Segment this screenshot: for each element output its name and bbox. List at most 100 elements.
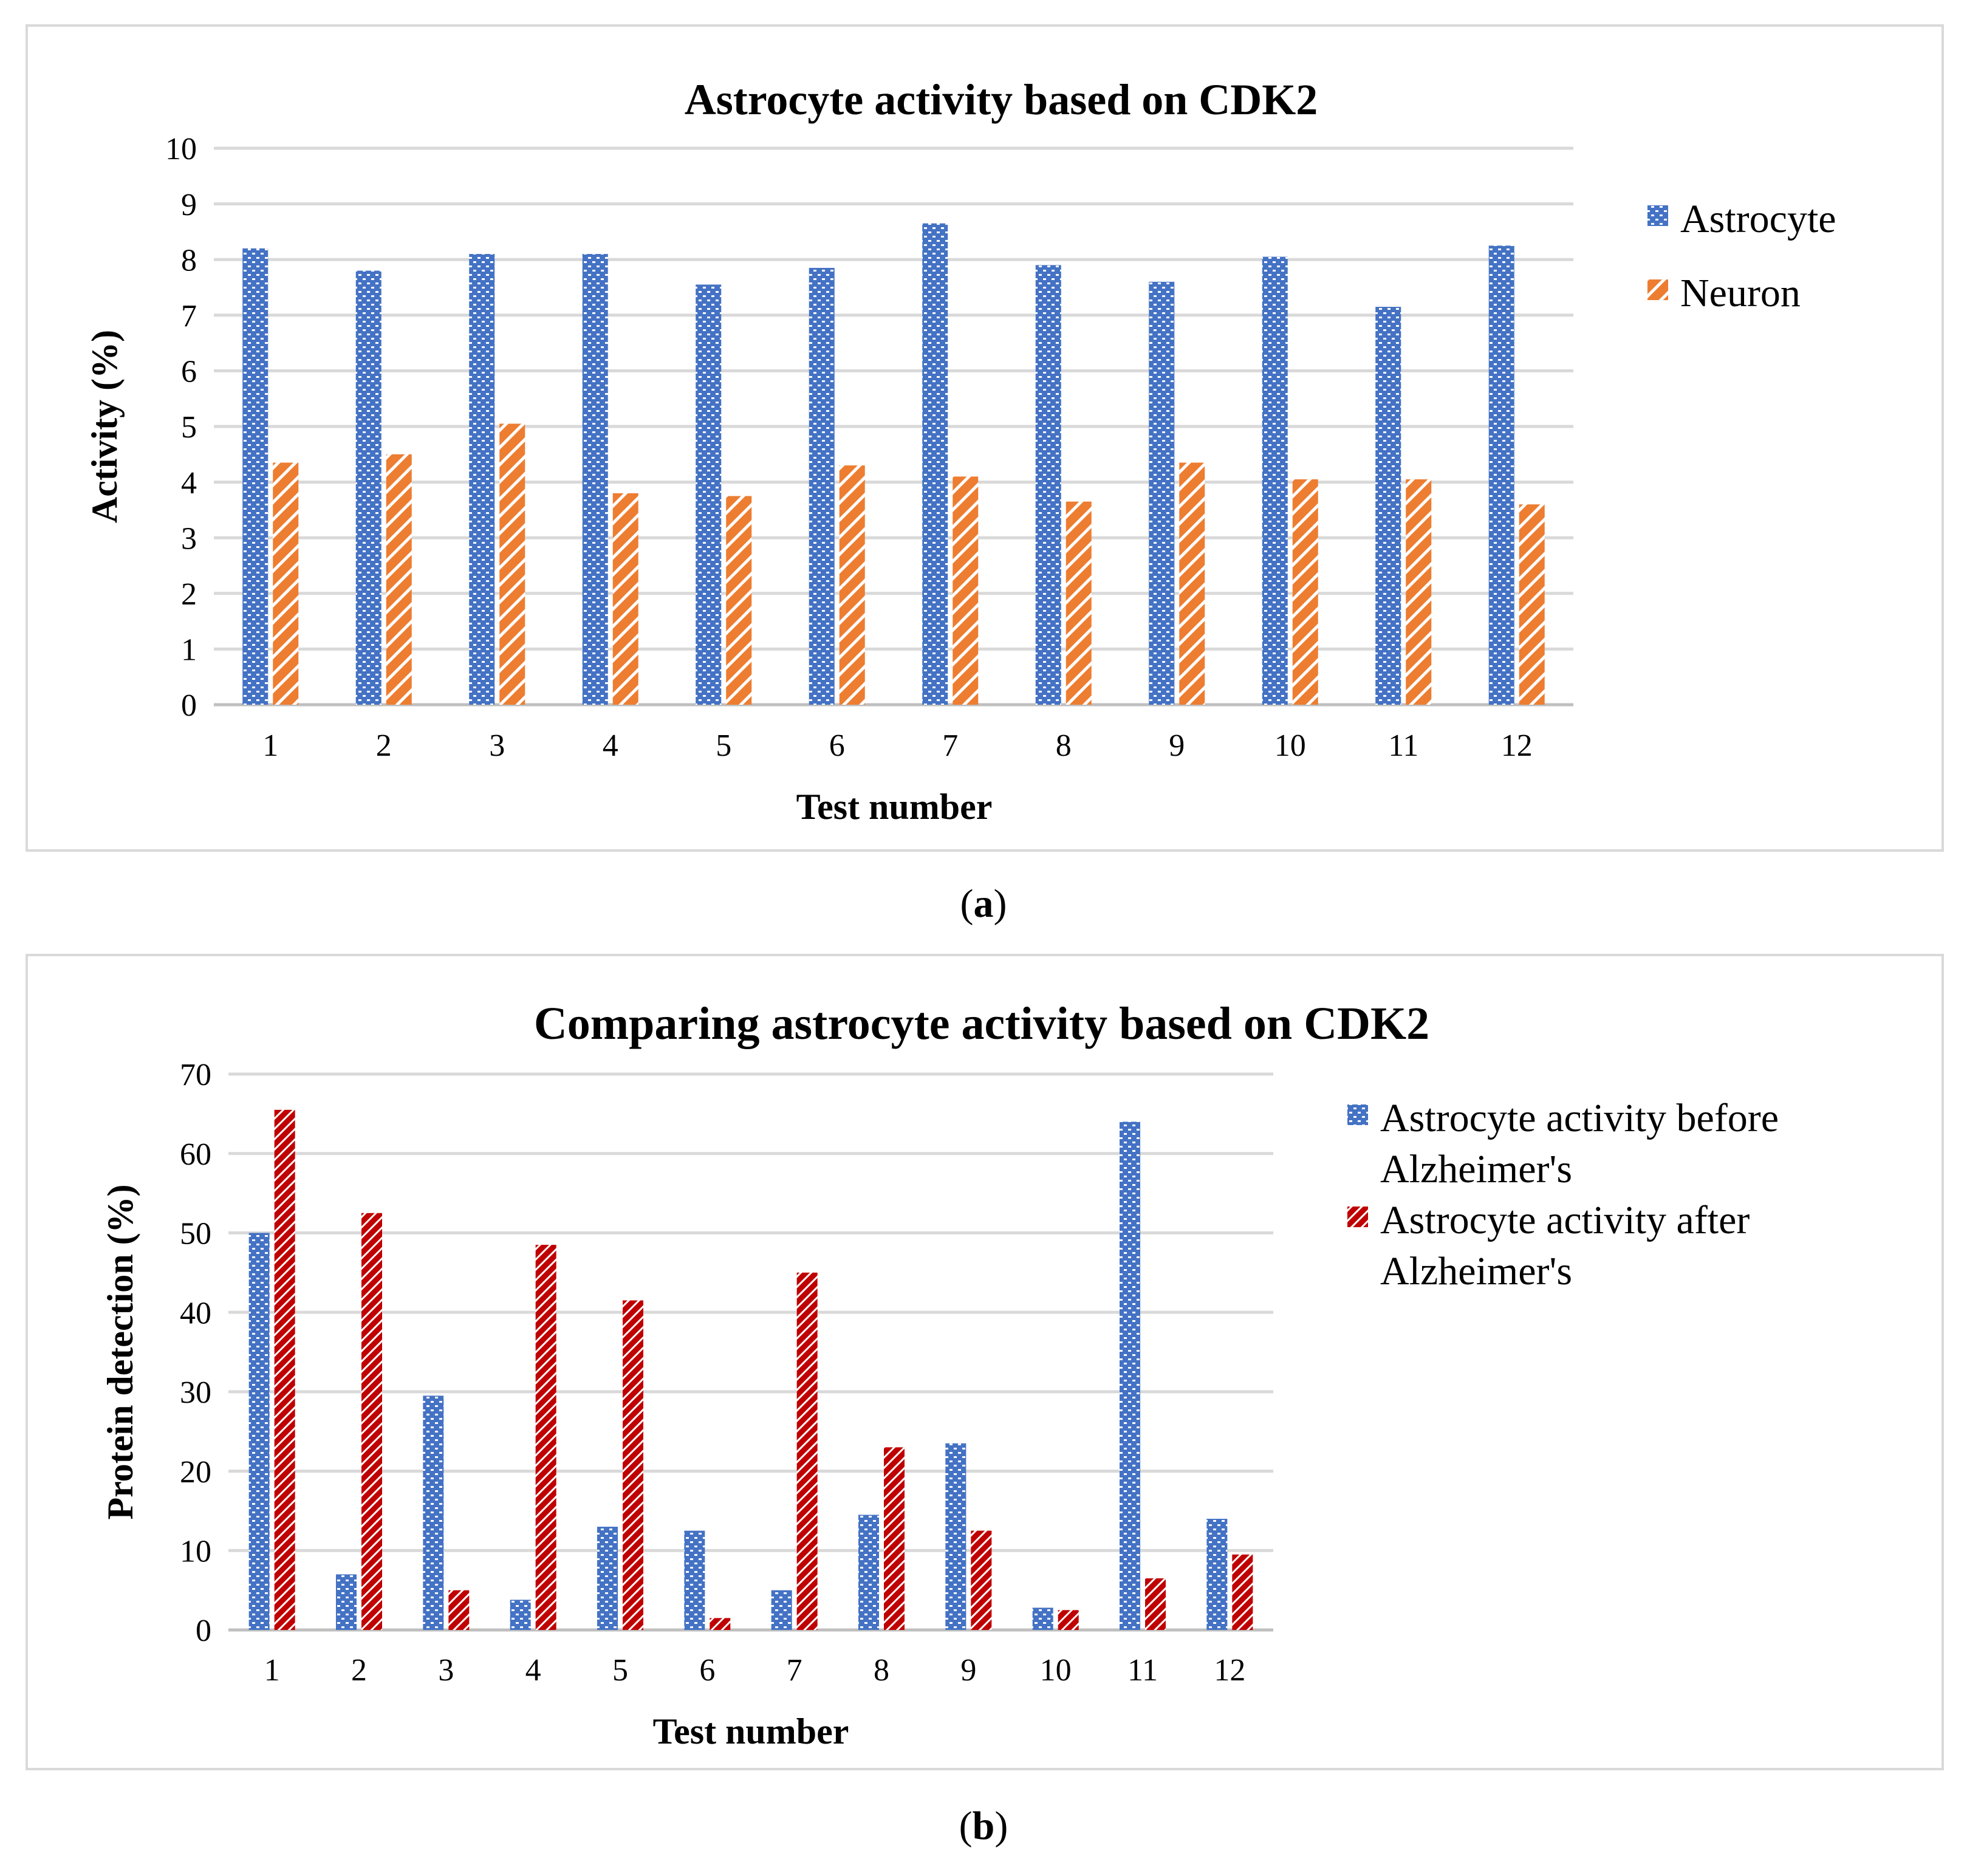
chart-b-frame: [26, 954, 1944, 1770]
chart-b-bar-1-11: [1120, 1121, 1140, 1630]
chart-a-y-tick-label: 1: [181, 633, 197, 668]
chart-a-bar-1-8: [1035, 265, 1061, 705]
chart-a-x-tick-label: 8: [1056, 728, 1072, 763]
chart-b-bar-1-10: [1032, 1607, 1053, 1630]
chart-b-x-tick-label: 4: [525, 1653, 541, 1688]
chart-a-bar-2-8: [1066, 501, 1092, 705]
chart-a-bar-2-6: [839, 465, 865, 705]
chart-a-legend-label-2: Neuron: [1680, 271, 1801, 315]
chart-a-frame: [26, 24, 1944, 852]
chart-b-y-axis-label: Protein detection (%): [100, 1184, 140, 1519]
chart-a-x-tick-label: 11: [1388, 728, 1418, 763]
chart-a-bar-1-6: [809, 267, 835, 705]
chart-a-y-tick-label: 10: [165, 132, 197, 166]
chart-a-x-tick-label: 10: [1274, 728, 1306, 763]
chart-a-bar-1-1: [242, 248, 269, 705]
caption-b: (b): [959, 1804, 1008, 1848]
chart-a-y-tick-label: 4: [181, 466, 197, 501]
chart-b-y-tick-label: 10: [180, 1534, 211, 1569]
chart-b-legend-label-2: Astrocyte activity after: [1380, 1198, 1750, 1242]
chart-b-y-tick-label: 20: [180, 1455, 211, 1490]
chart-b-bar-2-10: [1058, 1610, 1079, 1630]
chart-a-bar-1-3: [469, 254, 495, 705]
chart-a-x-tick-label: 9: [1169, 728, 1185, 763]
chart-a-bar-2-3: [499, 423, 525, 705]
chart-b: Comparing astrocyte activity based on CD…: [100, 998, 1779, 1751]
chart-a-y-tick-label: 7: [181, 299, 197, 334]
chart-b-bar-1-3: [423, 1395, 444, 1630]
chart-b-y-tick-label: 70: [180, 1058, 211, 1092]
chart-a-y-axis-label: Activity (%): [84, 330, 125, 523]
chart-a-x-tick-label: 12: [1501, 728, 1533, 763]
chart-a-x-tick-label: 6: [829, 728, 845, 763]
chart-a-bar-1-2: [355, 270, 381, 705]
chart-a-y-tick-label: 6: [181, 355, 197, 389]
chart-a-x-tick-label: 5: [716, 728, 731, 763]
chart-b-bar-1-8: [858, 1515, 879, 1630]
chart-a-bar-2-4: [612, 493, 638, 705]
chart-a-bar-1-12: [1488, 245, 1514, 705]
chart-a-bar-2-11: [1406, 479, 1432, 705]
chart-b-x-tick-label: 2: [351, 1653, 367, 1688]
chart-b-y-tick-label: 0: [196, 1614, 211, 1648]
chart-a-bar-1-4: [582, 254, 608, 705]
chart-b-legend-label-1: Astrocyte activity before: [1380, 1096, 1779, 1140]
chart-b-legend-swatch-1: [1347, 1104, 1368, 1125]
chart-a-legend-label-1: Astrocyte: [1680, 197, 1836, 241]
chart-a-x-tick-label: 7: [942, 728, 958, 763]
chart-b-bar-2-8: [884, 1447, 905, 1630]
caption-b-letter: b: [972, 1804, 995, 1848]
chart-b-bar-1-4: [510, 1600, 531, 1630]
chart-b-y-tick-label: 60: [180, 1137, 211, 1172]
chart-a: Astrocyte activity based on CDK201234567…: [84, 75, 1836, 827]
chart-b-x-tick-label: 8: [874, 1653, 889, 1688]
chart-a-x-tick-label: 3: [489, 728, 505, 763]
chart-a-y-tick-label: 8: [181, 243, 197, 278]
chart-a-legend-swatch-1: [1647, 205, 1668, 226]
chart-b-x-tick-label: 10: [1040, 1653, 1072, 1688]
chart-b-x-tick-label: 12: [1214, 1653, 1245, 1688]
chart-b-bar-2-2: [361, 1213, 382, 1630]
chart-b-x-tick-label: 11: [1127, 1653, 1158, 1688]
caption-a-letter: a: [973, 882, 994, 926]
chart-b-x-axis-label: Test number: [653, 1711, 849, 1751]
chart-b-bar-2-7: [796, 1272, 818, 1630]
chart-b-x-tick-label: 5: [612, 1653, 628, 1688]
chart-a-bar-1-7: [922, 223, 948, 705]
chart-a-x-tick-label: 4: [603, 728, 618, 763]
chart-a-y-tick-label: 0: [181, 688, 197, 723]
chart-a-bar-2-1: [273, 462, 299, 705]
chart-a-y-tick-label: 5: [181, 410, 197, 445]
chart-a-bar-2-12: [1519, 504, 1545, 705]
chart-a-bar-1-9: [1149, 281, 1175, 705]
chart-b-bar-2-11: [1145, 1578, 1166, 1630]
chart-b-bar-1-7: [771, 1590, 792, 1630]
caption-a: (a): [960, 882, 1007, 926]
chart-b-bar-1-12: [1206, 1519, 1228, 1630]
chart-a-bar-1-10: [1262, 256, 1288, 705]
chart-b-legend-label-1: Alzheimer's: [1380, 1147, 1572, 1191]
chart-b-bar-2-1: [274, 1109, 295, 1630]
chart-a-bar-1-11: [1375, 307, 1401, 705]
chart-b-x-tick-label: 3: [438, 1653, 454, 1688]
chart-b-title: Comparing astrocyte activity based on CD…: [534, 998, 1429, 1049]
chart-a-bar-2-10: [1292, 479, 1318, 705]
chart-b-legend-swatch-2: [1347, 1207, 1368, 1227]
chart-b-x-tick-label: 7: [787, 1653, 802, 1688]
chart-a-x-tick-label: 1: [262, 728, 278, 763]
chart-b-bar-1-5: [597, 1527, 618, 1630]
chart-b-bar-2-5: [623, 1300, 643, 1630]
chart-a-bar-2-5: [726, 496, 752, 705]
chart-b-bar-2-12: [1232, 1554, 1253, 1630]
chart-b-bar-2-4: [535, 1245, 556, 1630]
chart-a-y-tick-label: 9: [181, 188, 197, 222]
chart-b-bar-1-2: [336, 1574, 357, 1630]
chart-b-x-tick-label: 6: [699, 1653, 715, 1688]
chart-a-x-tick-label: 2: [376, 728, 392, 763]
chart-a-bar-1-5: [696, 284, 722, 705]
chart-b-bar-1-6: [684, 1530, 705, 1630]
chart-b-bar-2-6: [710, 1618, 731, 1630]
chart-b-x-tick-label: 1: [264, 1653, 280, 1688]
chart-b-y-tick-label: 40: [180, 1296, 211, 1330]
chart-a-bar-2-9: [1179, 462, 1205, 705]
